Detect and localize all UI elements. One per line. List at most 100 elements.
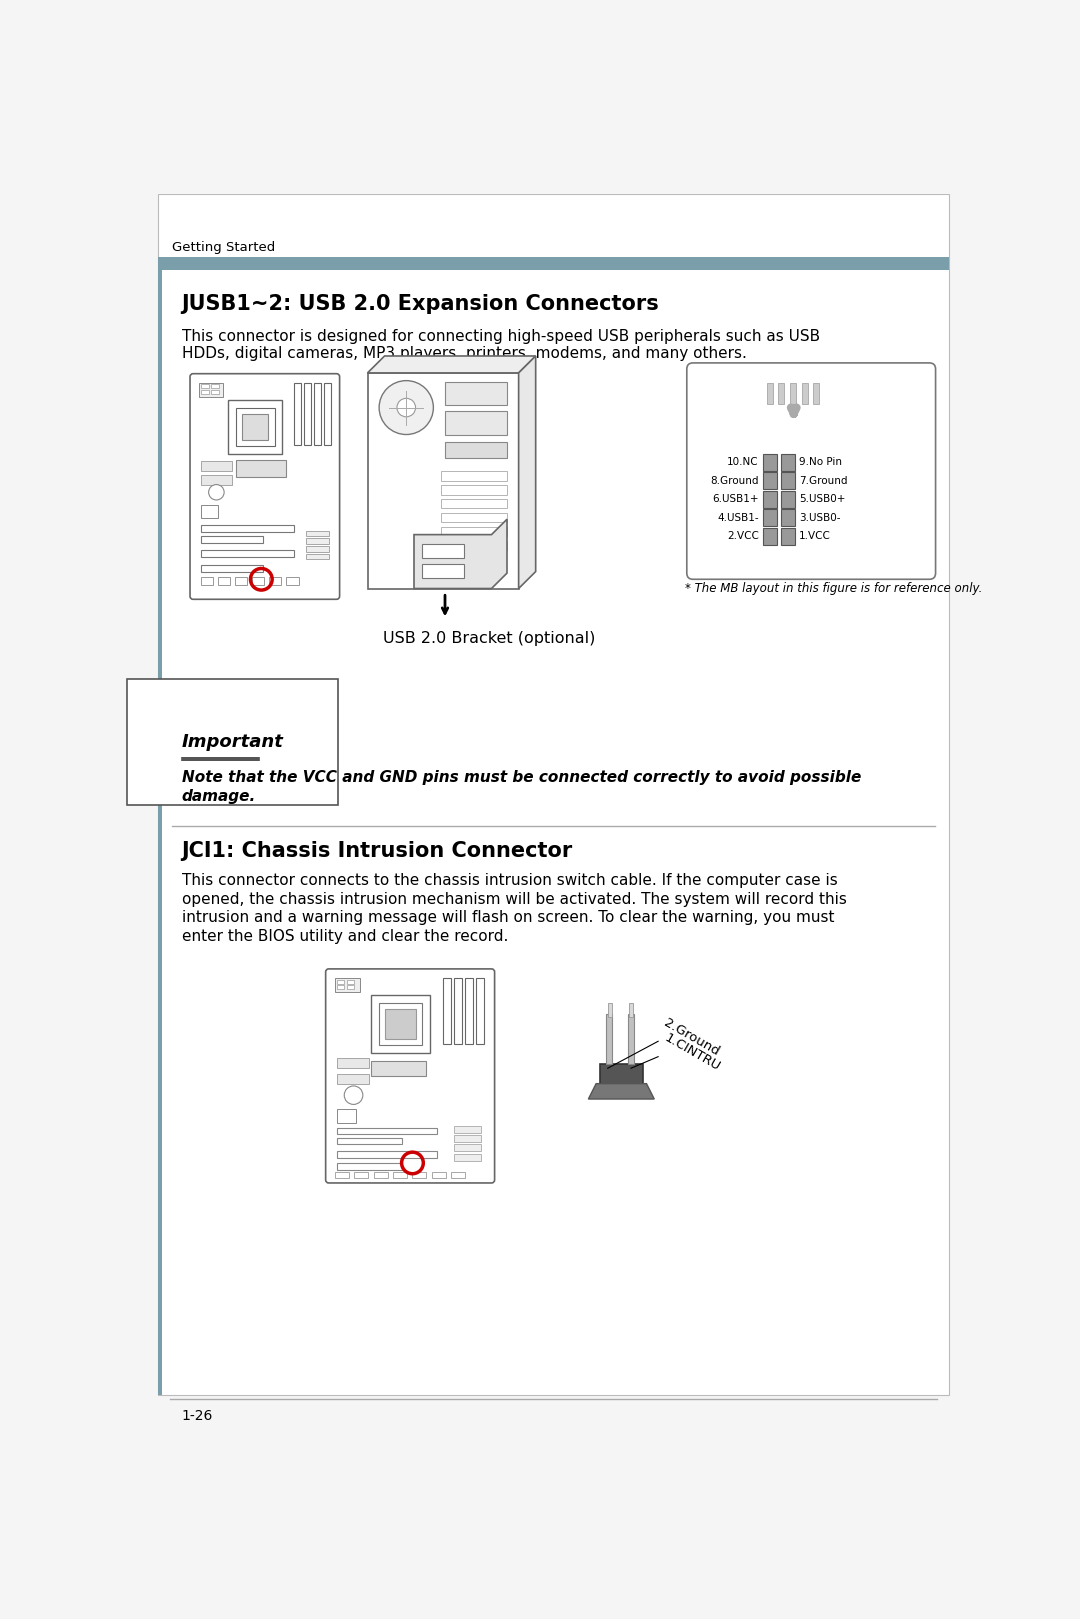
Bar [201, 461, 232, 471]
Bar [159, 257, 948, 270]
Bar [201, 576, 213, 584]
Bar [201, 525, 294, 531]
Bar [608, 1002, 611, 1017]
Bar [781, 453, 795, 471]
Bar [455, 1135, 482, 1141]
Polygon shape [414, 520, 507, 589]
Text: enter the BIOS utility and clear the record.: enter the BIOS utility and clear the rec… [181, 929, 508, 944]
Bar [201, 505, 218, 518]
Text: 3.USB0-: 3.USB0- [799, 513, 840, 523]
Bar [455, 1145, 482, 1151]
Bar [306, 539, 328, 544]
Bar [600, 1064, 643, 1083]
FancyBboxPatch shape [190, 374, 339, 599]
Bar [337, 1059, 369, 1069]
Bar [762, 491, 777, 508]
Bar [347, 979, 354, 983]
Bar [441, 526, 507, 536]
Text: 1.VCC: 1.VCC [799, 531, 831, 541]
Circle shape [397, 398, 416, 416]
Bar [201, 390, 208, 393]
Text: 10.NC: 10.NC [727, 457, 759, 468]
Bar [455, 1154, 482, 1161]
Text: * The MB layout in this figure is for reference only.: * The MB layout in this figure is for re… [685, 583, 983, 596]
Bar [465, 978, 473, 1044]
Bar [200, 384, 222, 397]
Bar [218, 576, 230, 584]
Bar [367, 372, 518, 589]
Bar [379, 1002, 422, 1046]
Bar [337, 1138, 403, 1145]
Text: 8.Ground: 8.Ground [711, 476, 759, 486]
Text: damage.: damage. [181, 788, 256, 803]
Bar [441, 471, 507, 481]
Bar [286, 576, 298, 584]
Circle shape [345, 1086, 363, 1104]
Text: This connector is designed for connecting high-speed USB peripherals such as USB: This connector is designed for connectin… [181, 329, 820, 343]
Text: 5.USB0+: 5.USB0+ [799, 494, 846, 504]
Text: 7.Ground: 7.Ground [799, 476, 848, 486]
Bar [201, 536, 262, 542]
Bar [201, 550, 294, 557]
Bar [347, 984, 354, 989]
Bar [441, 513, 507, 523]
Bar [337, 1073, 369, 1083]
Bar [801, 384, 808, 405]
Bar [422, 563, 464, 578]
FancyBboxPatch shape [326, 968, 495, 1183]
Bar [789, 384, 796, 405]
Circle shape [379, 380, 433, 434]
Bar [781, 473, 795, 489]
Bar [813, 384, 820, 405]
Bar [235, 460, 286, 478]
Bar [235, 576, 247, 584]
Text: This connector connects to the chassis intrusion switch cable. If the computer c: This connector connects to the chassis i… [181, 873, 837, 889]
Bar [422, 544, 464, 557]
Circle shape [208, 484, 225, 500]
Bar [335, 978, 360, 992]
Bar [476, 978, 484, 1044]
Text: 1.CINTRU: 1.CINTRU [662, 1031, 723, 1073]
Bar [444, 978, 451, 1044]
Bar [354, 1172, 368, 1179]
Bar [337, 984, 345, 989]
Polygon shape [367, 356, 536, 372]
Bar [242, 414, 268, 440]
Bar [235, 408, 274, 447]
Bar [374, 1172, 388, 1179]
Bar [762, 528, 777, 544]
Bar [413, 1172, 427, 1179]
Bar [627, 1015, 634, 1064]
Bar [451, 1172, 465, 1179]
Bar [335, 1172, 349, 1179]
Bar [303, 384, 311, 445]
Bar [306, 531, 328, 536]
Bar [762, 510, 777, 526]
Bar [337, 1109, 356, 1124]
Bar [201, 476, 232, 484]
Bar [432, 1172, 446, 1179]
Bar [306, 546, 328, 552]
Text: intrusion and a warning message will flash on screen. To clear the warning, you : intrusion and a warning message will fla… [181, 910, 834, 926]
Bar [337, 1127, 437, 1135]
Bar [324, 384, 332, 445]
Bar [455, 1125, 482, 1133]
Bar [211, 384, 218, 389]
Bar [228, 400, 282, 453]
Bar [441, 541, 507, 550]
Text: 9.No Pin: 9.No Pin [799, 457, 842, 468]
Text: JCI1: Chassis Intrusion Connector: JCI1: Chassis Intrusion Connector [181, 842, 572, 861]
Bar [441, 499, 507, 508]
Bar [445, 411, 507, 434]
Text: HDDs, digital cameras, MP3 players, printers, modems, and many others.: HDDs, digital cameras, MP3 players, prin… [181, 346, 746, 361]
Bar [762, 453, 777, 471]
Text: 2.Ground: 2.Ground [662, 1017, 721, 1059]
Bar [386, 1009, 416, 1039]
Bar [606, 1015, 612, 1064]
Text: 2.VCC: 2.VCC [727, 531, 759, 541]
Text: Important: Important [181, 733, 283, 751]
Bar [211, 390, 218, 393]
Bar [441, 486, 507, 494]
Bar [159, 270, 162, 1396]
Bar [445, 442, 507, 458]
